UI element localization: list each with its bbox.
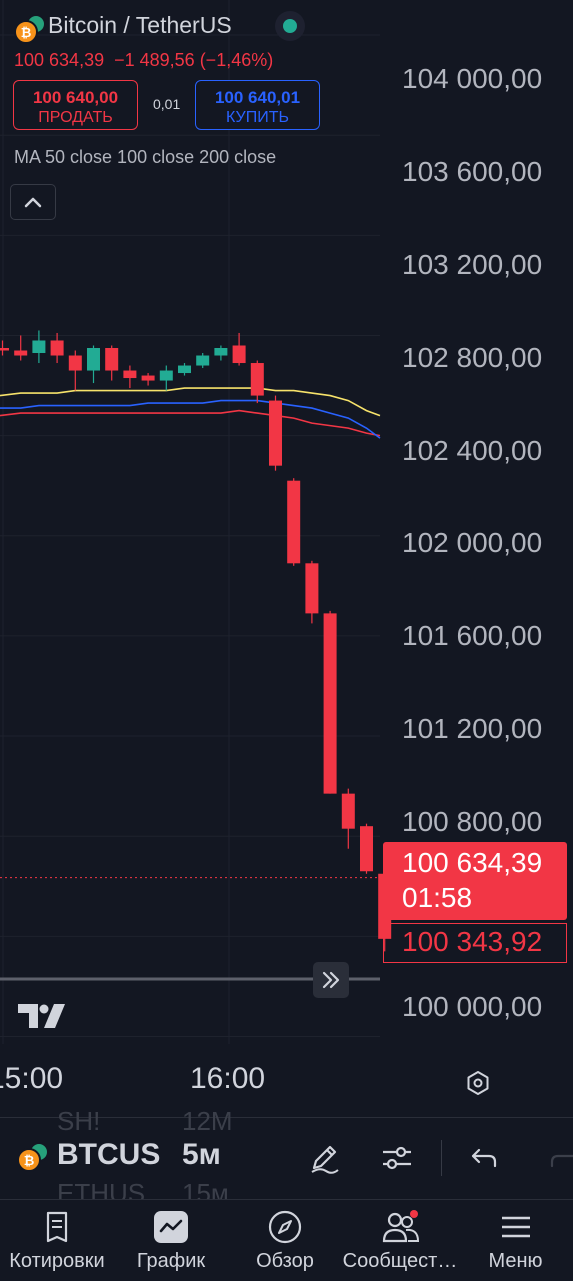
- bottom-navigation: Котировки График Обзор Сообщест… Мен: [0, 1199, 573, 1281]
- chevron-up-icon: [24, 197, 42, 208]
- nav-label: Меню: [488, 1250, 543, 1272]
- spread-value: 0,01: [153, 96, 181, 112]
- double-chevron-right-icon: [322, 971, 340, 989]
- moving-average-line: [0, 409, 381, 437]
- candle-countdown: 01:58: [402, 882, 473, 913]
- chart-settings-icon[interactable]: [465, 1070, 491, 1096]
- market-open-indicator[interactable]: [275, 11, 305, 41]
- candle-body: [87, 348, 100, 371]
- candle-body: [196, 355, 210, 366]
- price-axis-label: 100 800,00: [402, 806, 543, 837]
- nav-watchlist[interactable]: Котировки: [0, 1200, 114, 1281]
- symbol-name[interactable]: Bitcoin / TetherUS: [48, 12, 232, 38]
- compass-icon: [268, 1210, 302, 1244]
- nav-overview[interactable]: Обзор: [228, 1200, 342, 1281]
- time-axis-label: 16:00: [190, 1062, 266, 1095]
- price-axis-label: 100 000,00: [402, 991, 543, 1022]
- price-axis-label: 102 400,00: [402, 435, 543, 466]
- price-axis-label: 104 000,00: [402, 63, 543, 94]
- candle-body: [178, 365, 191, 374]
- sell-label: ПРОДАТЬ: [38, 109, 113, 126]
- price-change: −1 489,56 (−1,46%): [114, 50, 274, 70]
- moving-average-line: [0, 387, 381, 417]
- nav-community[interactable]: Сообщест…: [342, 1200, 458, 1281]
- candle-body: [305, 563, 319, 614]
- price-change-line: 100 634,39 −1 489,56 (−1,46%): [14, 50, 273, 71]
- price-axis-label: 103 600,00: [402, 156, 543, 187]
- collapse-legend-button[interactable]: [10, 184, 56, 220]
- price-axis-label: 102 800,00: [402, 342, 543, 373]
- undo-icon[interactable]: [469, 1142, 503, 1174]
- time-axis-label: 15:00: [0, 1062, 64, 1095]
- moving-average-line: [0, 399, 381, 439]
- buy-price: 100 640,01: [214, 88, 301, 107]
- community-icon: [382, 1210, 420, 1243]
- sell-button[interactable]: 100 640,00 ПРОДАТЬ: [13, 80, 138, 130]
- redo-icon[interactable]: [548, 1142, 573, 1174]
- menu-icon: [502, 1216, 530, 1238]
- nav-label: Котировки: [9, 1250, 105, 1272]
- candle-body: [68, 355, 82, 371]
- toolbar-divider: [441, 1140, 442, 1176]
- symbol-selector[interactable]: BTCUS: [57, 1138, 161, 1171]
- nav-chart[interactable]: График: [114, 1200, 228, 1281]
- svg-text:₿: ₿: [24, 1154, 35, 1169]
- candle-body: [141, 375, 155, 381]
- interval-selector[interactable]: 5м: [182, 1138, 221, 1171]
- price-chart[interactable]: [0, 0, 573, 1120]
- buy-label: КУПИТЬ: [226, 109, 289, 126]
- candle-body: [269, 400, 282, 466]
- buy-button[interactable]: 100 640,01 КУПИТЬ: [195, 80, 320, 130]
- candle-body: [0, 348, 9, 351]
- candle-body: [105, 348, 119, 371]
- candle-body: [232, 345, 246, 364]
- nav-label: Обзор: [256, 1250, 314, 1272]
- indicators-settings-icon[interactable]: [379, 1140, 415, 1176]
- tradingview-logo-icon: [18, 1004, 65, 1028]
- chart-icon: [154, 1211, 188, 1243]
- scroll-to-realtime-button[interactable]: [313, 962, 349, 998]
- price-axis-label: 103 200,00: [402, 249, 543, 280]
- candle-body: [32, 340, 46, 354]
- candle-body: [360, 826, 373, 872]
- low-price-value: 100 343,92: [402, 926, 543, 957]
- chart-toolbar: SH! 12M ETHUS 15м: [0, 1106, 573, 1208]
- candle-body: [214, 348, 228, 356]
- candle-body: [159, 370, 173, 381]
- drawing-pen-icon[interactable]: [306, 1140, 342, 1176]
- candle-body: [123, 370, 137, 379]
- candle-body: [287, 480, 301, 564]
- nav-menu[interactable]: Меню: [458, 1200, 573, 1281]
- nav-label: График: [136, 1250, 206, 1272]
- candle-body: [323, 613, 337, 794]
- indicators-legend[interactable]: MA 50 close 100 close 200 close: [14, 147, 277, 167]
- price-axis-label: 101 200,00: [402, 713, 543, 744]
- last-price: 100 634,39: [14, 50, 105, 70]
- bitcoin-logo-icon: ₿: [14, 14, 46, 44]
- candle-body: [14, 350, 28, 356]
- candle-body: [341, 793, 355, 829]
- sell-price: 100 640,00: [32, 88, 119, 107]
- watchlist-icon: [46, 1211, 68, 1243]
- price-axis-label: 101 600,00: [402, 620, 543, 651]
- current-price-value: 100 634,39: [402, 847, 543, 878]
- current-price-tag: 100 634,39 01:58: [383, 842, 567, 920]
- faded-symbol: SH!: [57, 1106, 101, 1136]
- price-axis-label: 102 000,00: [402, 527, 543, 558]
- nav-label: Сообщест…: [342, 1250, 458, 1272]
- bitcoin-logo-icon: ₿: [17, 1142, 49, 1172]
- candle-body: [250, 363, 264, 396]
- faded-interval: 12M: [182, 1106, 233, 1136]
- svg-text:₿: ₿: [21, 26, 32, 41]
- candle-body: [50, 340, 64, 356]
- low-price-tag: 100 343,92: [383, 923, 567, 963]
